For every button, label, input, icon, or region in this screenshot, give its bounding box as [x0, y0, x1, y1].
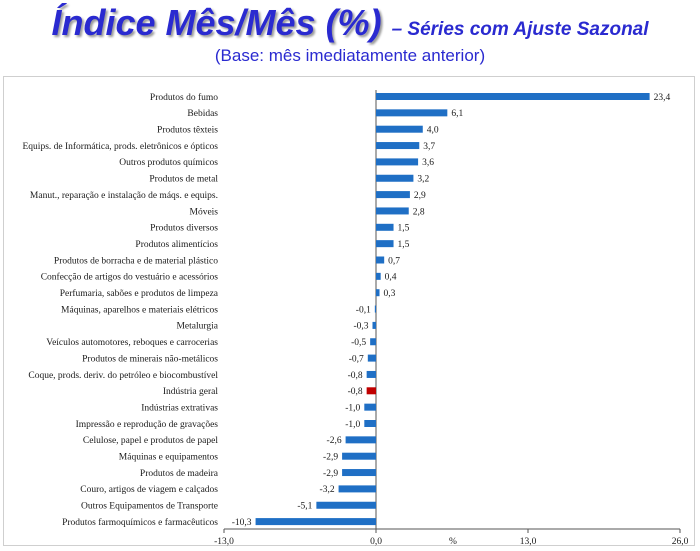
bar [255, 518, 376, 526]
data-label: 6,1 [451, 109, 463, 119]
category-label: Produtos de madeira [140, 469, 219, 479]
category-label: Veículos automotores, reboques e carroce… [46, 338, 218, 348]
category-label: Produtos diversos [150, 224, 218, 234]
bar [366, 370, 376, 378]
data-label: -0,8 [348, 371, 363, 381]
bar [376, 240, 394, 248]
bar [367, 354, 376, 362]
data-label: -10,3 [232, 518, 252, 528]
data-label: 0,4 [385, 273, 397, 283]
x-tick-label: 0,0 [370, 537, 382, 547]
data-label: -0,5 [351, 338, 366, 348]
chart-title-suffix: – Séries com Ajuste Sazonal [391, 19, 649, 40]
category-label: Manut., reparação e instalação de máqs. … [30, 191, 218, 201]
bar [376, 272, 381, 280]
data-label: 3,2 [417, 175, 429, 185]
category-label: Produtos têxteis [157, 126, 218, 136]
bar [376, 142, 420, 150]
bar [364, 403, 376, 411]
bar [342, 469, 376, 477]
category-label: Produtos de borracha e de material plást… [54, 256, 218, 266]
bar [376, 191, 410, 199]
bar [376, 207, 409, 215]
category-label: Coque, prods. deriv. do petróleo e bioco… [28, 371, 218, 381]
chart-frame [3, 76, 695, 546]
data-label: 4,0 [427, 126, 439, 136]
x-tick-label: 26,0 [672, 537, 689, 547]
data-label: 3,7 [423, 142, 435, 152]
bar [364, 420, 376, 427]
bar [376, 158, 419, 166]
data-label: -2,9 [323, 469, 338, 479]
data-label: -2,9 [323, 453, 338, 463]
data-label: 0,3 [384, 289, 396, 299]
category-label: Móveis [190, 207, 219, 217]
bar [376, 256, 385, 264]
data-label: -3,2 [320, 485, 335, 495]
data-label: 1,5 [398, 224, 410, 234]
x-tick-label: -13,0 [214, 537, 234, 547]
category-label: Couro, artigos de viagem e calçados [80, 485, 218, 495]
bar [376, 174, 414, 182]
bar [345, 436, 376, 444]
category-label: Bebidas [187, 109, 218, 119]
bar [374, 305, 376, 313]
bar [372, 321, 376, 329]
bar [376, 289, 380, 297]
bar [366, 387, 376, 395]
x-axis-label: % [449, 537, 457, 547]
category-label: Produtos de minerais não-metálicos [82, 354, 218, 364]
chart-subtitle: (Base: mês imediatamente anterior) [214, 46, 486, 65]
chart-title: Índice Mês/Mês (%) [51, 2, 382, 43]
bar [376, 223, 394, 231]
bar [342, 452, 376, 460]
data-label: 2,9 [414, 191, 426, 201]
category-label: Outros Equipamentos de Transporte [81, 502, 218, 512]
data-label: 2,8 [413, 207, 425, 217]
bar [376, 109, 448, 117]
data-label: 23,4 [654, 93, 671, 103]
category-label: Outros produtos químicos [119, 158, 218, 168]
bar [376, 93, 650, 100]
data-label: -1,0 [345, 420, 360, 430]
category-label: Produtos farmoquímicos e farmacêuticos [62, 517, 218, 528]
category-label: Produtos alimentícios [135, 240, 218, 250]
category-label: Equips. de Informática, prods. eletrônic… [23, 141, 219, 152]
x-tick-label: 13,0 [520, 537, 537, 547]
category-label: Indústria geral [163, 387, 218, 397]
category-label: Produtos do fumo [150, 92, 218, 103]
bar [338, 485, 376, 493]
category-label: Máquinas, aparelhos e materiais elétrico… [61, 305, 218, 315]
data-label: 3,6 [422, 158, 434, 168]
category-label: Indústrias extrativas [141, 403, 218, 413]
category-label: Perfumaria, sabões e produtos de limpeza [60, 288, 219, 299]
bar [370, 338, 376, 346]
title-block: Índice Mês/Mês (%) – Séries com Ajuste S… [0, 2, 700, 44]
category-label: Máquinas e equipamentos [119, 453, 219, 463]
data-label: -0,7 [349, 354, 364, 364]
bar [316, 501, 376, 509]
category-label: Metalurgia [176, 322, 218, 332]
data-label: -0,3 [353, 322, 368, 332]
data-label: -0,1 [356, 305, 371, 315]
bar [376, 125, 423, 133]
category-label: Confecção de artigos do vestuário e aces… [41, 272, 219, 283]
data-label: -0,8 [348, 387, 363, 397]
data-label: 1,5 [398, 240, 410, 250]
category-label: Celulose, papel e produtos de papel [83, 436, 218, 446]
category-label: Impressão e reprodução de gravações [76, 420, 219, 430]
category-label: Produtos de metal [149, 175, 218, 185]
data-label: -5,1 [297, 502, 312, 512]
data-label: -1,0 [345, 403, 360, 413]
data-label: 0,7 [388, 256, 400, 266]
data-label: -2,6 [327, 436, 342, 446]
